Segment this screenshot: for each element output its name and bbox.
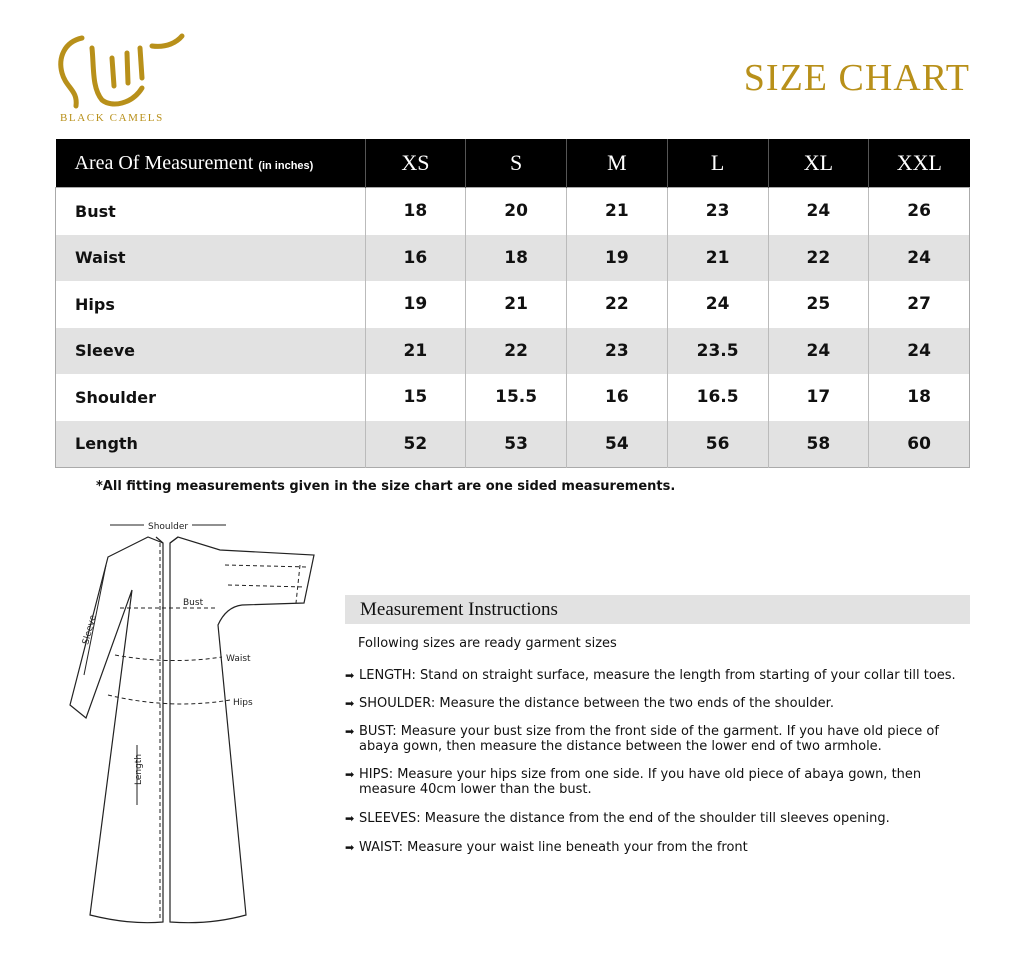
arrow-icon: ➡ (345, 812, 355, 825)
label-hips: Hips (233, 698, 253, 708)
footnote: *All fitting measurements given in the s… (96, 479, 676, 494)
arrow-icon: ➡ (345, 725, 355, 738)
instruction-text: LENGTH: Stand on straight surface, measu… (359, 668, 956, 683)
cell-value: 52 (364, 420, 466, 468)
instruction-item: ➡ HIPS: Measure your hips size from one s… (345, 767, 975, 797)
instruction-text: SHOULDER: Measure the distance between t… (359, 696, 834, 711)
row-label: Length (55, 420, 365, 468)
cell-value: 15.5 (465, 374, 567, 421)
table-row: Shoulder 15 15.5 16 16.5 17 18 (56, 374, 970, 421)
cell-value: 53 (465, 420, 567, 468)
instructions-subheading: Following sizes are ready garment sizes (358, 636, 617, 651)
header-area: Area Of Measurement (in inches) (55, 139, 365, 188)
cell-value: 22 (767, 234, 869, 281)
abaya-diagram: Shoulder Bust Waist Hips Sleeve Length (69, 522, 315, 924)
arrow-icon: ➡ (345, 841, 355, 854)
instruction-item: ➡ WAIST: Measure your waist line beneath … (345, 840, 975, 855)
arrow-icon: ➡ (345, 669, 355, 682)
instruction-text: BUST: Measure your bust size from the fr… (359, 724, 939, 754)
cell-value: 58 (767, 420, 869, 468)
header-size: XS (364, 139, 466, 188)
cell-value: 26 (868, 187, 970, 235)
header-label: Area Of Measurement (74, 151, 254, 174)
row-label: Waist (55, 234, 365, 281)
instruction-item: ➡ BUST: Measure your bust size from the f… (345, 724, 975, 754)
cell-value: 24 (868, 234, 970, 281)
label-waist: Waist (226, 654, 251, 664)
cell-value: 25 (767, 281, 869, 328)
cell-value: 24 (666, 281, 768, 328)
cell-value: 16.5 (666, 374, 768, 421)
instruction-item: ➡ SLEEVES: Measure the distance from the … (345, 811, 975, 826)
cell-value: 23 (566, 327, 668, 374)
instruction-item: ➡ LENGTH: Stand on straight surface, meas… (345, 668, 975, 683)
cell-value: 24 (868, 327, 970, 374)
cell-value: 24 (767, 327, 869, 374)
cell-value: 18 (868, 374, 970, 421)
cell-value: 23.5 (666, 327, 768, 374)
instruction-text: WAIST: Measure your waist line beneath y… (359, 840, 748, 855)
arrow-icon: ➡ (345, 768, 355, 781)
brand-logo (58, 33, 185, 109)
row-label: Sleeve (55, 327, 365, 374)
table-header-row: Area Of Measurement (in inches) XS S M L… (55, 139, 970, 188)
size-chart-table: Area Of Measurement (in inches) XS S M L… (55, 139, 970, 468)
label-sleeve: Sleeve (81, 614, 99, 646)
cell-value: 23 (666, 187, 768, 235)
cell-value: 19 (364, 281, 466, 328)
cell-value: 21 (465, 281, 567, 328)
cell-value: 21 (364, 327, 466, 374)
cell-value: 27 (868, 281, 970, 328)
cell-value: 20 (465, 187, 567, 235)
header-unit: (in inches) (258, 159, 314, 172)
cell-value: 17 (767, 374, 869, 421)
page-title: SIZE CHART (743, 57, 970, 99)
cell-value: 56 (666, 420, 768, 468)
cell-value: 60 (868, 420, 970, 468)
row-label: Hips (75, 294, 115, 314)
brand-name: BLACK CAMELS (60, 112, 164, 124)
table-row: Hips 19 21 22 24 25 27 (56, 281, 970, 328)
header-size: XXL (868, 139, 970, 188)
arrow-icon: ➡ (345, 697, 355, 710)
header-size: M (566, 139, 668, 188)
header-size: L (666, 139, 768, 188)
cell-value: 21 (566, 187, 668, 235)
cell-value: 16 (566, 374, 668, 421)
cell-value: 54 (566, 420, 668, 468)
instructions-heading: Measurement Instructions (360, 599, 558, 620)
label-shoulder: Shoulder (148, 522, 188, 532)
cell-value: 22 (465, 327, 567, 374)
table-row: Sleeve 21 22 23 23.5 24 24 (55, 327, 970, 374)
row-label: Shoulder (75, 387, 156, 407)
instruction-text: SLEEVES: Measure the distance from the e… (359, 811, 890, 826)
cell-value: 19 (566, 234, 668, 281)
cell-value: 24 (767, 187, 869, 235)
cell-value: 16 (364, 234, 466, 281)
instruction-text: HIPS: Measure your hips size from one si… (359, 767, 922, 797)
cell-value: 21 (666, 234, 768, 281)
table-row: Waist 16 18 19 21 22 24 (55, 234, 970, 281)
cell-value: 18 (364, 187, 466, 235)
header-size: XL (767, 139, 869, 188)
cell-value: 15 (364, 374, 466, 421)
row-label: Bust (75, 201, 116, 221)
instruction-item: ➡ SHOULDER: Measure the distance between … (345, 696, 975, 711)
label-bust: Bust (183, 598, 204, 608)
instructions-header: Measurement Instructions (345, 595, 970, 624)
table-row: Length 52 53 54 56 58 60 (55, 420, 970, 468)
header-size: S (465, 139, 567, 188)
label-length: Length (134, 754, 144, 785)
table-row: Bust 18 20 21 23 24 26 (56, 187, 970, 235)
cell-value: 18 (465, 234, 567, 281)
cell-value: 22 (566, 281, 668, 328)
